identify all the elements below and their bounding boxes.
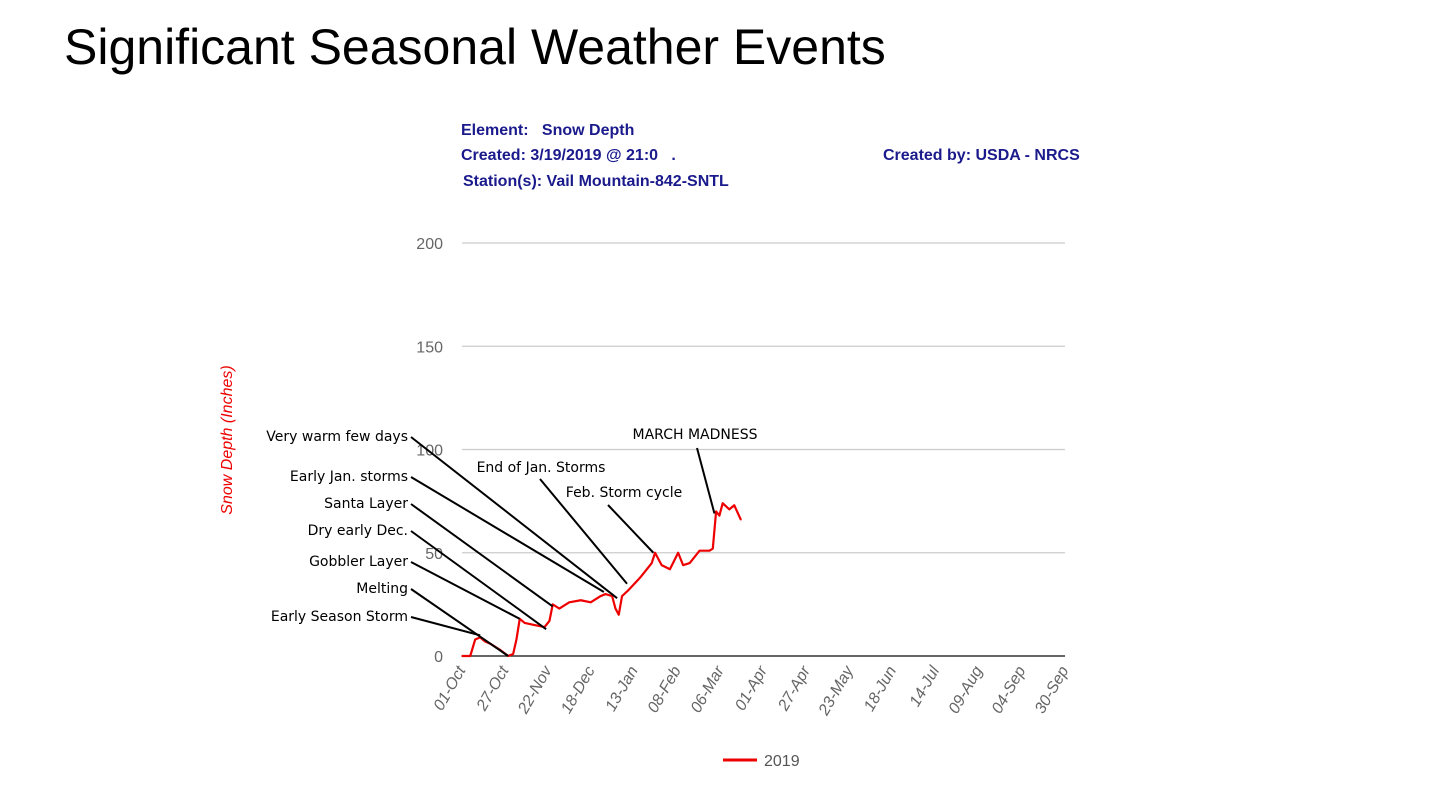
annotation-label: Early Jan. storms <box>290 469 408 485</box>
data-point <box>688 562 691 564</box>
data-point <box>580 599 582 602</box>
annotation-leader-line <box>410 530 547 630</box>
annotation-leader-line <box>539 478 628 585</box>
annotation-leader-line <box>696 447 716 514</box>
legend-label-2019: 2019 <box>764 753 800 770</box>
data-point <box>604 593 607 595</box>
data-point <box>733 504 736 507</box>
x-tick-label: 04-Sep <box>989 663 1030 716</box>
x-tick-label: 23-May <box>815 663 857 719</box>
data-point <box>558 607 561 610</box>
data-point <box>660 564 663 566</box>
x-tick-label: 13-Jan <box>603 663 642 714</box>
y-axis-label: Snow Depth (Inches) <box>219 365 236 514</box>
data-point <box>523 622 526 624</box>
data-point <box>682 564 684 566</box>
x-tick-label: 09-Aug <box>946 663 987 716</box>
y-tick-label: 150 <box>416 339 443 356</box>
data-point <box>715 510 717 513</box>
annotation-leader-line <box>410 561 521 620</box>
annotation-label: Melting <box>356 581 408 597</box>
data-point <box>551 603 554 606</box>
annotation-label: Feb. Storm cycle <box>566 485 682 501</box>
data-point <box>721 502 724 504</box>
annotation-leader-line <box>410 588 509 657</box>
annotation-leader-line <box>410 503 554 608</box>
data-point <box>627 589 630 591</box>
data-point <box>533 624 536 626</box>
annotation-leader-line <box>607 504 655 554</box>
x-tick-label: 18-Dec <box>558 664 599 717</box>
data-point <box>469 655 472 657</box>
chart-element-label: Element: Snow Depth <box>461 122 635 139</box>
annotation-label: Gobbler Layer <box>309 554 408 570</box>
data-point <box>712 547 714 550</box>
data-point <box>621 595 623 597</box>
data-point <box>512 653 514 655</box>
data-point <box>728 508 731 511</box>
series-line-2019 <box>462 502 742 658</box>
x-tick-label: 08-Feb <box>645 663 685 715</box>
chart-created-label: Created: 3/19/2019 @ 21:0 . <box>461 147 676 164</box>
annotation-label: Santa Layer <box>324 496 408 512</box>
data-point <box>548 620 551 622</box>
data-point <box>669 568 671 571</box>
data-point <box>708 549 711 552</box>
x-tick-label: 06-Mar <box>688 663 728 716</box>
x-tick-label: 22-Nov <box>515 663 557 718</box>
annotation-label: Very warm few days <box>266 429 408 445</box>
data-point <box>614 607 617 610</box>
annotation-leader-line <box>410 616 481 637</box>
x-tick-label: 30-Sep <box>1032 663 1073 716</box>
x-tick-label: 01-Oct <box>431 663 470 714</box>
data-point <box>718 514 721 517</box>
y-tick-label: 0 <box>434 649 443 666</box>
data-point <box>639 576 641 579</box>
x-tick-label: 01-Apr <box>732 663 771 714</box>
chart-station-label: Station(s): Vail Mountain-842-SNTL <box>463 173 729 190</box>
data-point <box>617 613 620 616</box>
data-point <box>698 549 701 552</box>
annotation-leader-line <box>410 476 605 593</box>
data-point <box>677 551 679 554</box>
data-point <box>589 601 592 604</box>
data-point <box>650 562 653 564</box>
data-point <box>474 638 477 641</box>
x-tick-label: 27-Apr <box>775 663 815 715</box>
x-tick-label: 27-Oct <box>473 663 513 714</box>
data-point <box>461 655 463 657</box>
data-point <box>599 595 602 597</box>
slide-title: Significant Seasonal Weather Events <box>64 19 886 75</box>
x-tick-label: 14-Jul <box>907 663 944 710</box>
annotation-label: End of Jan. Storms <box>477 460 606 476</box>
data-point <box>515 638 518 641</box>
annotation-label: MARCH MADNESS <box>633 427 758 443</box>
annotation-label: Early Season Storm <box>271 609 408 625</box>
data-point <box>740 518 742 521</box>
chart-created-by-label: Created by: USDA - NRCS <box>883 147 1080 164</box>
y-tick-label: 200 <box>416 236 443 253</box>
data-point <box>568 601 571 604</box>
x-tick-label: 18-Jun <box>861 663 900 714</box>
annotation-leader-line <box>410 436 618 599</box>
data-point <box>654 551 656 554</box>
annotation-label: Dry early Dec. <box>308 523 408 539</box>
